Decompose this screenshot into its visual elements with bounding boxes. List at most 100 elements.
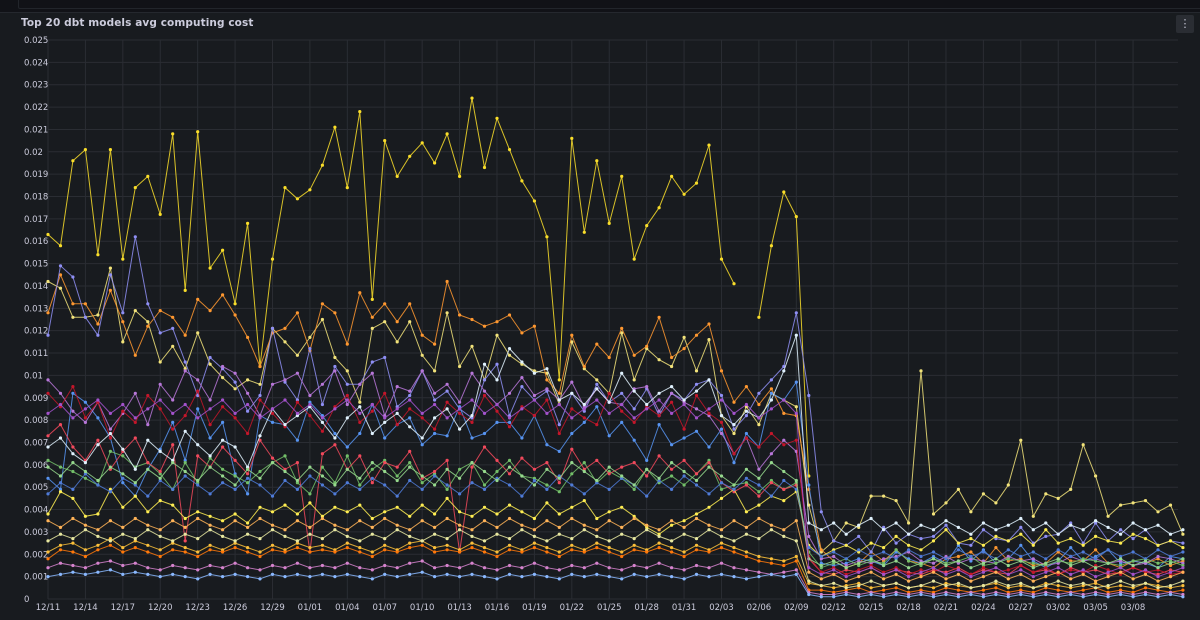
data-point[interactable] — [58, 465, 63, 469]
data-point[interactable] — [632, 483, 636, 487]
data-point[interactable] — [470, 420, 474, 424]
data-point[interactable] — [320, 163, 324, 167]
data-point[interactable] — [582, 230, 586, 234]
data-point[interactable] — [620, 532, 624, 536]
data-point[interactable] — [96, 548, 100, 552]
data-point[interactable] — [782, 469, 786, 474]
data-point[interactable] — [882, 595, 886, 599]
data-point[interactable] — [507, 543, 512, 547]
data-point[interactable] — [744, 431, 749, 436]
data-point[interactable] — [520, 575, 524, 579]
data-point[interactable] — [196, 389, 200, 393]
data-point[interactable] — [744, 436, 749, 440]
data-point[interactable] — [458, 467, 462, 471]
data-point[interactable] — [458, 550, 462, 554]
data-point[interactable] — [545, 371, 549, 375]
data-point[interactable] — [158, 449, 162, 453]
data-point[interactable] — [108, 273, 112, 277]
data-point[interactable] — [1094, 519, 1098, 523]
data-point[interactable] — [1131, 572, 1135, 577]
data-point[interactable] — [233, 411, 237, 415]
data-point[interactable] — [470, 528, 474, 532]
data-point[interactable] — [1168, 503, 1173, 507]
data-point[interactable] — [121, 563, 125, 568]
data-point[interactable] — [595, 528, 599, 532]
data-point[interactable] — [1006, 584, 1010, 588]
data-point[interactable] — [221, 534, 225, 539]
data-point[interactable] — [495, 532, 499, 536]
data-point[interactable] — [221, 293, 225, 297]
data-point[interactable] — [58, 548, 63, 552]
data-point[interactable] — [844, 563, 848, 568]
data-point[interactable] — [844, 557, 848, 561]
data-point[interactable] — [1168, 586, 1173, 590]
data-point[interactable] — [171, 420, 175, 424]
data-point[interactable] — [158, 499, 162, 503]
data-point[interactable] — [383, 483, 387, 487]
data-point[interactable] — [171, 398, 175, 402]
data-point[interactable] — [1131, 521, 1135, 525]
data-point[interactable] — [482, 389, 487, 393]
data-point[interactable] — [931, 570, 936, 574]
data-point[interactable] — [333, 431, 337, 436]
data-point[interactable] — [1019, 516, 1023, 521]
data-point[interactable] — [532, 528, 537, 532]
data-point[interactable] — [1044, 566, 1048, 570]
data-point[interactable] — [869, 494, 873, 498]
data-point[interactable] — [495, 116, 499, 120]
data-point[interactable] — [171, 541, 175, 545]
data-point[interactable] — [832, 559, 836, 563]
data-point[interactable] — [507, 313, 512, 317]
data-point[interactable] — [969, 537, 973, 541]
data-point[interactable] — [819, 554, 823, 559]
data-point[interactable] — [146, 302, 150, 306]
data-point[interactable] — [582, 566, 586, 570]
data-point[interactable] — [757, 476, 761, 480]
data-point[interactable] — [158, 407, 162, 411]
data-point[interactable] — [133, 570, 137, 574]
data-point[interactable] — [1168, 575, 1173, 579]
data-point[interactable] — [1056, 595, 1060, 599]
data-point[interactable] — [258, 469, 262, 474]
data-point[interactable] — [532, 393, 537, 398]
data-point[interactable] — [1106, 548, 1110, 552]
data-point[interactable] — [171, 427, 175, 431]
data-point[interactable] — [1168, 590, 1173, 594]
data-point[interactable] — [869, 579, 873, 583]
data-point[interactable] — [907, 575, 911, 579]
data-point[interactable] — [769, 378, 774, 382]
data-point[interactable] — [1119, 528, 1123, 532]
data-point[interactable] — [1094, 590, 1098, 594]
data-point[interactable] — [295, 400, 299, 404]
data-point[interactable] — [295, 197, 299, 201]
data-point[interactable] — [196, 554, 200, 559]
data-point[interactable] — [433, 427, 437, 431]
data-point[interactable] — [433, 402, 437, 407]
data-point[interactable] — [333, 505, 337, 509]
data-point[interactable] — [395, 550, 399, 554]
data-point[interactable] — [1044, 563, 1048, 568]
data-point[interactable] — [133, 235, 137, 239]
data-point[interactable] — [1044, 570, 1048, 574]
data-point[interactable] — [71, 315, 75, 319]
data-point[interactable] — [682, 469, 686, 474]
data-point[interactable] — [58, 490, 63, 494]
data-point[interactable] — [607, 566, 611, 570]
data-point[interactable] — [83, 554, 87, 559]
data-point[interactable] — [869, 563, 873, 568]
data-point[interactable] — [320, 382, 324, 386]
data-point[interactable] — [757, 503, 761, 507]
data-point[interactable] — [994, 537, 998, 541]
data-point[interactable] — [96, 570, 100, 574]
data-point[interactable] — [819, 528, 823, 532]
data-point[interactable] — [1044, 586, 1048, 590]
data-point[interactable] — [108, 436, 112, 440]
data-point[interactable] — [1056, 496, 1060, 500]
data-point[interactable] — [196, 416, 200, 420]
data-point[interactable] — [46, 458, 50, 462]
series-model-04[interactable] — [46, 235, 1185, 554]
data-point[interactable] — [71, 461, 75, 465]
data-point[interactable] — [844, 588, 848, 592]
data-point[interactable] — [981, 543, 986, 547]
data-point[interactable] — [208, 423, 212, 427]
